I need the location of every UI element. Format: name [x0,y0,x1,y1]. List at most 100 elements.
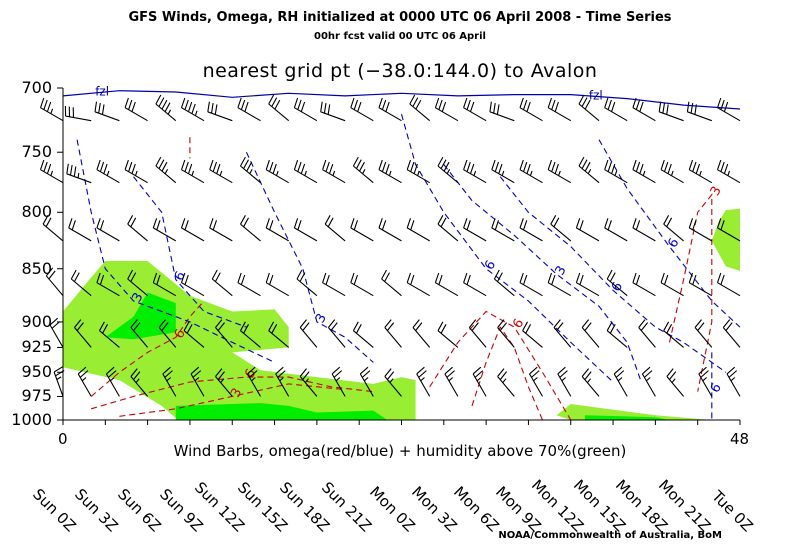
wind-barb [39,97,64,122]
wind-barb [663,321,684,348]
wind-barb [547,159,572,184]
wind-barb [45,267,64,297]
wind-barb [641,366,656,397]
freezing-level-label: fzl [95,85,109,99]
x-axis-label: Wind Barbs, omega(red/blue) + humidity a… [173,442,627,460]
humidity-region-5 [584,415,670,420]
y-tick-label: 975 [21,386,52,406]
wind-barb [716,159,741,184]
wind-barb [575,218,600,242]
omega-contour-8 [133,176,247,328]
wind-barb [694,319,713,348]
wind-barb [519,218,543,242]
wind-barb [632,272,656,297]
wind-barb [522,321,543,348]
wind-barb [327,319,346,348]
wind-barb [632,218,656,242]
wind-barb [716,272,741,297]
wind-barb [686,101,712,122]
wind-barb [74,319,92,348]
wind-barb [96,272,120,297]
wind-barb [64,105,92,122]
wind-barb [547,272,572,297]
wind-barb [155,156,177,184]
wind-barb [497,319,515,348]
wind-barb [606,269,628,297]
x-range-end-label: 48 [730,430,750,448]
wind-barb [463,159,487,184]
wind-barb [519,272,543,297]
omega-contour-7 [76,139,275,363]
omega-contour-11 [499,176,727,373]
wind-barb [49,317,64,348]
wind-barb [406,218,430,242]
wind-barb [158,319,177,348]
wind-barb [519,97,543,122]
wind-barb [322,159,346,184]
wind-barb [350,97,374,122]
wind-barb [489,101,515,122]
wind-barb [658,101,684,122]
wind-barb [105,366,120,397]
wind-barb [604,97,628,122]
wind-barb [613,366,628,397]
wind-barb [42,215,64,242]
wind-barb [688,218,713,242]
wind-barb [211,269,233,297]
y-tick-label: 950 [21,362,52,382]
wind-barb [265,159,289,184]
wind-barb [215,368,233,397]
wind-barb [716,218,741,242]
wind-barb [463,97,487,122]
y-tick-label: 925 [21,337,52,357]
y-tick-label: 900 [21,311,52,331]
wind-barb [127,215,148,242]
wind-barb [296,269,318,297]
wind-barb [412,319,431,348]
wind-barb [726,366,741,397]
wind-barb [497,368,515,397]
wind-barb [207,101,233,122]
axes-layer [57,87,741,425]
credit-text: NOAA/Commonwealth of Australia, BoM [498,530,722,541]
wind-barb [581,319,600,348]
wind-barb [265,272,289,297]
wind-barb [463,272,487,297]
y-tick-label: 850 [21,258,52,278]
wind-barb [406,159,430,184]
wind-barb [663,215,684,242]
wind-barb [575,272,600,297]
wind-barb [698,366,713,397]
wind-barb [493,269,515,297]
wind-barb [604,218,628,242]
wind-barb [581,368,600,397]
wind-barb [152,218,177,242]
wind-barb [237,97,261,122]
omega-contour-12 [443,164,642,383]
wind-barb [352,321,374,348]
omega-contour-1 [91,376,374,410]
wind-barb [124,159,148,184]
wind-barb [632,97,656,122]
wind-barb [416,366,431,397]
wind-barb [180,159,205,184]
wind-barb [688,159,713,184]
wind-barb [190,366,205,397]
wind-barb [350,272,374,297]
wind-barb [716,97,741,122]
wind-barb [557,366,572,397]
wind-barb [666,368,685,397]
wind-barb [94,101,120,122]
y-tick-label: 700 [21,78,52,97]
wind-barb [688,272,713,297]
wind-barb [293,159,318,184]
wind-barb [437,321,459,348]
wind-barb [384,368,402,397]
wind-barb [444,366,459,397]
omega-contour-10 [400,114,614,383]
wind-barb [299,319,318,348]
wind-barb [268,321,290,348]
wind-barb [638,319,656,348]
wind-barb [268,94,290,122]
wind-barb [660,272,684,297]
